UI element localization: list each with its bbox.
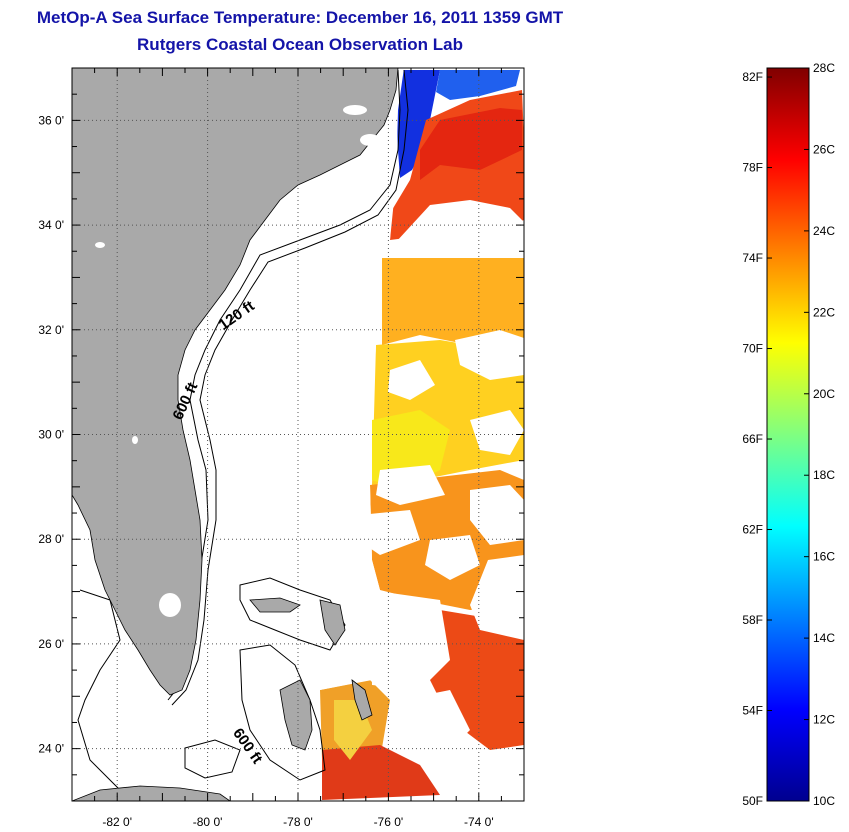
lat-tick-label: 26 0'	[38, 637, 64, 651]
land-eleuthera	[351, 679, 373, 721]
colorbar-c-label: 16C	[813, 550, 835, 564]
land-us-east-coast	[72, 68, 399, 696]
sst-patch-mid-orange	[382, 258, 524, 345]
cloud-patch	[470, 555, 524, 640]
cloud-patch	[358, 510, 420, 555]
colorbar-c-label: 18C	[813, 468, 835, 482]
lon-tick-label: -76 0'	[374, 815, 404, 829]
colorbar-c-label: 28C	[813, 61, 835, 75]
lake-okeechobee	[159, 593, 181, 617]
colorbar-f-label: 54F	[742, 704, 763, 718]
land-andros-island	[279, 679, 313, 751]
lon-tick-label: -80 0'	[193, 815, 223, 829]
colorbar-f-label: 82F	[742, 70, 763, 84]
colorbar-f-label: 62F	[742, 523, 763, 537]
sst-patch-bahamas-red	[322, 745, 440, 800]
colorbar-f-label: 66F	[742, 432, 763, 446]
lat-tick-label: 36 0'	[38, 113, 64, 127]
cloud-patch	[455, 330, 524, 380]
colorbar-f-label: 70F	[742, 342, 763, 356]
colorbar-f-label: 74F	[742, 251, 763, 265]
colorbar-c-label: 22C	[813, 305, 835, 319]
map-subtitle: Rutgers Coastal Ocean Observation Lab	[137, 35, 463, 54]
lat-tick-label: 28 0'	[38, 532, 64, 546]
sound-albemarle	[343, 105, 367, 115]
lake-small	[132, 436, 138, 444]
lat-tick-label: 24 0'	[38, 742, 64, 756]
colorbar-c-label: 20C	[813, 387, 835, 401]
colorbar-c-label: 10C	[813, 794, 835, 808]
colorbar-c-label: 24C	[813, 224, 835, 238]
colorbar-ticks: 28C 26C 24C 22C 20C 18C 16C 14C 12C 10C 82F 78F 74F 7…	[742, 61, 835, 808]
lon-tick-label: -82 0'	[102, 815, 132, 829]
colorbar-c-label: 12C	[813, 713, 835, 727]
colorbar-f-label: 50F	[742, 794, 763, 808]
sst-patch-gulfstream-core	[420, 108, 522, 180]
cloud-patch	[470, 410, 524, 455]
cloud-patch	[425, 535, 480, 580]
cloud-patch	[376, 465, 445, 505]
lake-small	[95, 242, 105, 248]
lat-tick-label: 34 0'	[38, 218, 64, 232]
sst-patch-cold-north	[436, 70, 520, 100]
cloud-patch	[370, 590, 450, 690]
cloud-patch	[382, 200, 524, 258]
land	[72, 68, 399, 801]
colorbar-gradient	[766, 67, 810, 802]
colorbar-c-label: 14C	[813, 631, 835, 645]
graticule	[72, 68, 524, 801]
colorbar-f-label: 78F	[742, 161, 763, 175]
sst-swath	[320, 70, 524, 800]
isobath-600ft	[171, 69, 409, 706]
isobath-cay-sal	[184, 739, 241, 779]
cloud-patch	[470, 485, 524, 545]
isobath-cuba-bank	[77, 589, 161, 801]
isobath-bahamas-outer	[239, 577, 346, 651]
land-grand-bahama	[249, 597, 301, 613]
map-axes: -82 0' -80 0' -78 0' -76 0' -74 0' 36 0' 34 0'…	[38, 67, 525, 829]
lat-tick-label: 32 0'	[38, 323, 64, 337]
isobath-bahamas-inner	[239, 644, 326, 781]
lon-tick-label: -78 0'	[283, 815, 313, 829]
map-title: MetOp-A Sea Surface Temperature: Decembe…	[36, 8, 564, 27]
land-abaco-island	[319, 599, 346, 646]
cloud-patch	[388, 360, 435, 400]
cloud-gaps	[320, 200, 524, 801]
lon-tick-label: -74 0'	[464, 815, 494, 829]
land-cuba	[72, 785, 231, 801]
lakes	[95, 105, 380, 617]
colorbar: 28C 26C 24C 22C 20C 18C 16C 14C 12C 10C 82F 78F 74F 7…	[742, 61, 835, 808]
cloud-patch	[470, 755, 524, 801]
colorbar-f-label: 58F	[742, 613, 763, 627]
cloud-patch	[400, 690, 470, 760]
lat-tick-label: 30 0'	[38, 428, 64, 442]
sound-pamlico	[360, 134, 380, 146]
colorbar-c-label: 26C	[813, 142, 835, 156]
